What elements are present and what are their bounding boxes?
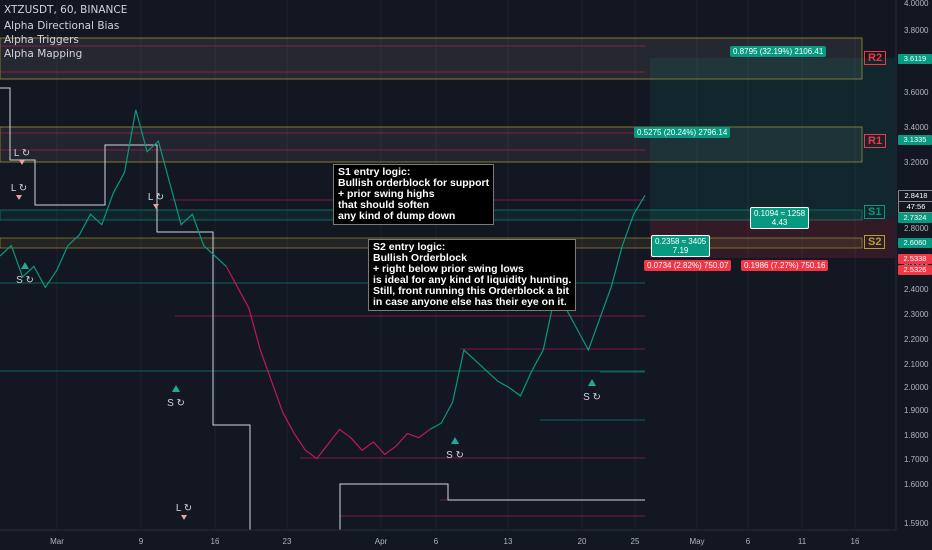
position-tag-s1: 0.1094 ≈ 1258 4.43: [750, 207, 810, 229]
x-tick-label: May: [689, 537, 704, 546]
marker-low-label: S ↻: [446, 450, 464, 461]
x-tick-label: 23: [283, 537, 292, 546]
y-tick-label: 2.2000: [904, 335, 929, 344]
zone-label-s2: S2: [864, 235, 886, 249]
marker-low-arrow-icon: [451, 437, 459, 444]
x-tick-label: 20: [578, 537, 587, 546]
y-tick-label: 1.8000: [904, 431, 929, 440]
marker-high-label: L ↻: [11, 183, 27, 194]
marker-low-arrow-icon: [172, 385, 180, 392]
x-tick-label: 9: [139, 537, 144, 546]
price-label-countdown: 47:56: [898, 201, 932, 213]
price-label-s1: 2.7324: [898, 213, 932, 223]
x-tick-label: 13: [504, 537, 513, 546]
indicator-directional-bias[interactable]: Alpha Directional Bias: [4, 20, 120, 32]
y-tick-label: 2.1000: [904, 360, 929, 369]
s1-entry-note: S1 entry logic: Bullish orderblock for s…: [333, 164, 495, 225]
position-tag-r1: 0.5275 (20.24%) 2796.14: [634, 127, 731, 138]
x-axis-bg: [0, 530, 932, 550]
marker-high-arrow-icon: [153, 204, 159, 209]
y-axis-bg: [896, 0, 932, 550]
y-tick-label: 3.4000: [904, 123, 929, 132]
indicator-mapping[interactable]: Alpha Mapping: [4, 48, 83, 60]
x-axis: Mar 9 16 23 Apr 6 13 20 25 May 6 11 16: [0, 529, 932, 550]
position-tag-s2: 0.2358 ≈ 3405 7.19: [651, 235, 711, 257]
x-tick-label: Apr: [375, 537, 388, 546]
y-axis: 4.00003.80003.60003.40003.20003.00002.80…: [895, 0, 932, 550]
marker-low-arrow-icon: [588, 379, 596, 386]
y-tick-label: 3.6000: [904, 88, 929, 97]
y-tick-label: 4.0000: [904, 0, 929, 8]
price-series-decline: [225, 266, 431, 460]
zone-label-r2: R2: [864, 51, 887, 65]
levels-layer: [0, 45, 645, 536]
position-tag-stop-s1: 0.1986 (7.27%) 750.16: [741, 260, 829, 271]
marker-low-arrow-icon: [21, 262, 29, 269]
price-label-stop-1: 2.5338: [898, 254, 932, 264]
indicator-triggers[interactable]: Alpha Triggers: [4, 34, 79, 46]
marker-low-label: S ↻: [16, 275, 34, 286]
markers-layer: L ↻ L ↻ L ↻ L ↻ S ↻ S ↻ S ↻ S ↻: [11, 148, 601, 520]
x-tick-label: 16: [851, 537, 860, 546]
chart-symbol-line: XTZUSDT, 60, BINANCE: [4, 4, 128, 16]
marker-high-label: L ↻: [14, 148, 30, 159]
price-label-r2: 3.6119: [898, 54, 932, 64]
y-tick-label: 3.8000: [904, 26, 929, 35]
y-tick-label: 1.7000: [904, 455, 929, 464]
position-tag-r2: 0.8795 (32.19%) 2106.41: [730, 46, 827, 57]
y-tick-label: 3.2000: [904, 158, 929, 167]
price-label-r1: 3.1335: [898, 135, 932, 145]
marker-high-label: L ↻: [176, 503, 192, 514]
s2-entry-note: S2 entry logic: Bullish Orderblock + rig…: [368, 239, 577, 311]
marker-high-arrow-icon: [181, 515, 187, 520]
y-tick-label: 2.8000: [904, 224, 929, 233]
marker-high-arrow-icon: [19, 160, 25, 165]
marker-low-label: S ↻: [167, 398, 185, 409]
marker-low-label: S ↻: [583, 392, 601, 403]
x-tick-label: Mar: [50, 537, 64, 546]
position-tag-stop-s2: 0.0734 (2.82%) 750.07: [644, 260, 732, 271]
x-tick-label: 6: [434, 537, 439, 546]
price-label-stop-2: 2.5326: [898, 265, 932, 275]
x-tick-label: 6: [746, 537, 751, 546]
x-tick-label: 25: [631, 537, 640, 546]
price-series: [0, 109, 646, 430]
y-tick-label: 2.4000: [904, 285, 929, 294]
marker-high-arrow-icon: [16, 195, 22, 200]
y-tick-label: 2.3000: [904, 310, 929, 319]
price-label-s2: 2.6060: [898, 238, 932, 248]
directional-bias-line: [0, 87, 645, 536]
y-tick-label: 1.6000: [904, 480, 929, 489]
x-tick-label: 11: [798, 537, 807, 546]
zone-label-s1: S1: [864, 205, 886, 219]
target-zone: [650, 58, 895, 218]
y-tick-label: 1.9000: [904, 406, 929, 415]
x-tick-label: 16: [211, 537, 220, 546]
marker-high-label: L ↻: [148, 192, 164, 203]
y-tick-label: 1.5900: [904, 519, 929, 528]
zone-label-r1: R1: [864, 134, 887, 148]
y-tick-label: 2.0000: [904, 383, 929, 392]
